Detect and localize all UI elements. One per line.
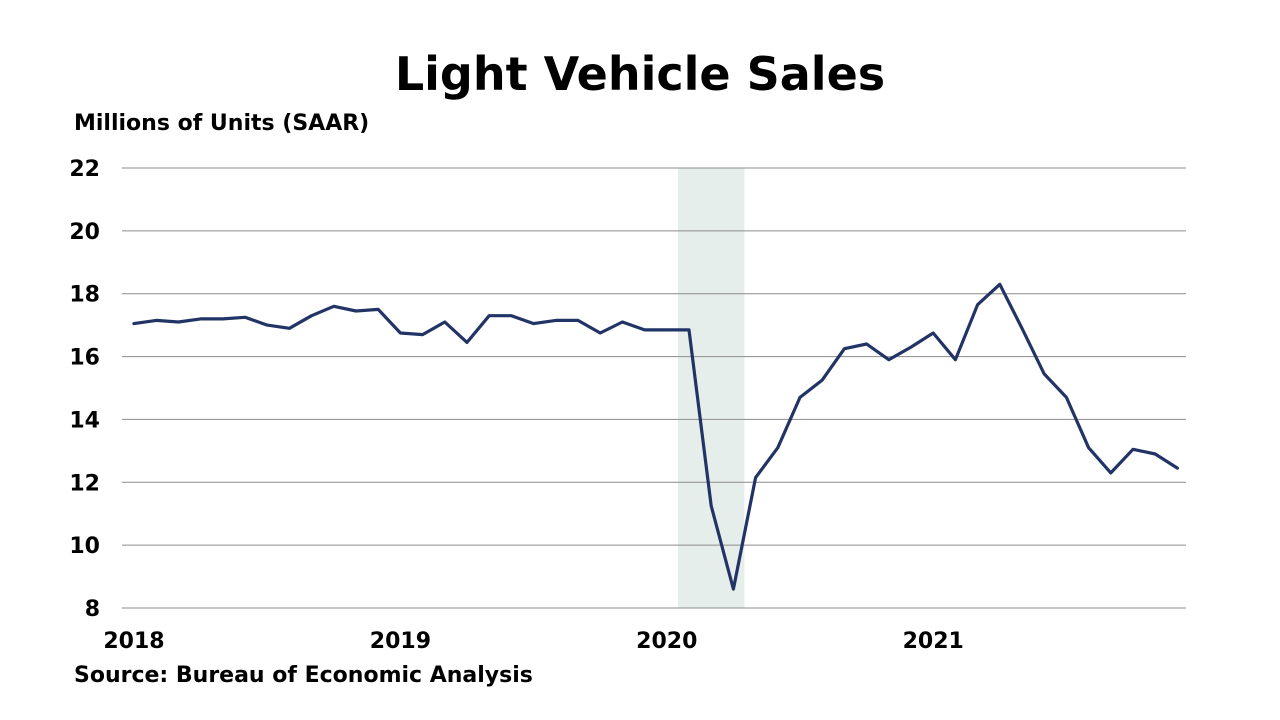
y-tick-label: 18 [69, 283, 100, 308]
x-tick-label: 2020 [636, 629, 697, 654]
series-layer [132, 282, 1180, 591]
recession-shading [678, 168, 745, 608]
recession-shading-layer [678, 168, 745, 608]
x-tick-label: 2021 [903, 629, 964, 654]
y-tick-label: 8 [85, 597, 100, 622]
y-tick-label: 16 [69, 346, 100, 371]
y-tick-label: 10 [69, 534, 100, 559]
y-axis-label: Millions of Units (SAAR) [74, 111, 370, 136]
gridlines [122, 167, 1186, 609]
x-tick-label: 2018 [103, 629, 164, 654]
y-tick-label: 14 [69, 408, 100, 433]
x-tick-label: 2019 [370, 629, 431, 654]
series-line [132, 282, 1180, 591]
y-tick-label: 20 [69, 220, 100, 245]
y-tick-label: 12 [69, 471, 100, 496]
y-tick-label: 22 [69, 157, 100, 182]
x-axis-ticks: 2018 2019 2020 2021 [103, 629, 963, 654]
chart-title: Light Vehicle Sales [394, 47, 886, 101]
source-note: Source: Bureau of Economic Analysis [74, 663, 533, 688]
y-axis-ticks: 8 10 12 14 16 18 20 22 [69, 157, 100, 622]
